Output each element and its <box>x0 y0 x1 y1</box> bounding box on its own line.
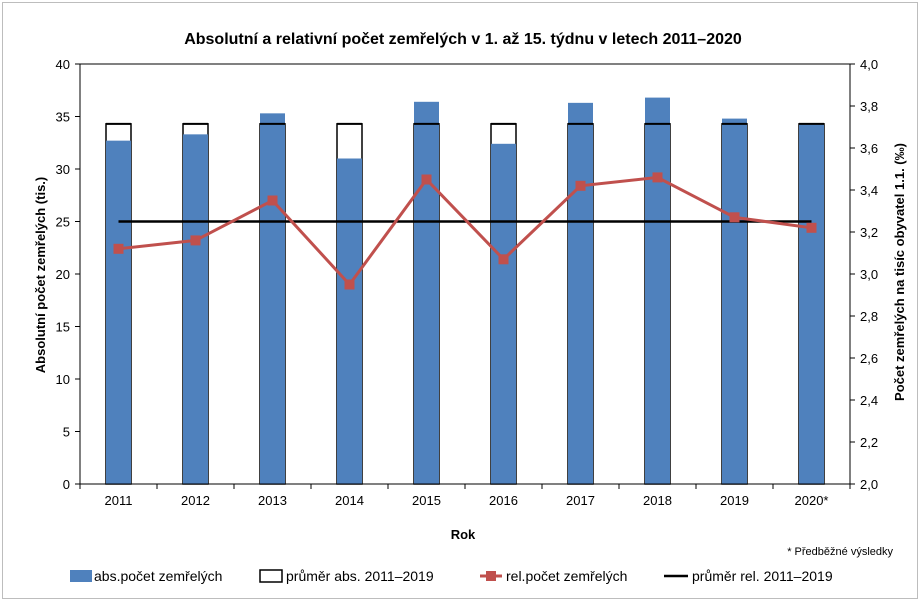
rel-series-line <box>118 175 812 287</box>
x-tick-label: 2018 <box>643 493 672 508</box>
y2-tick-label: 2,4 <box>860 393 878 408</box>
y-tick-label: 25 <box>56 215 70 230</box>
chart-title: Absolutní a relativní počet zemřelých v … <box>184 31 742 48</box>
y-tick-label: 0 <box>63 477 70 492</box>
rel-point <box>575 180 586 191</box>
x-tick-label: 2011 <box>105 493 133 508</box>
y-tick-label: 15 <box>56 320 70 335</box>
x-tick-label: 2014 <box>335 493 364 508</box>
footnote: * Předběžné výsledky <box>787 546 893 558</box>
rel-point <box>267 195 278 206</box>
y2-tick-label: 3,6 <box>860 141 878 156</box>
y2-axis-title: Počet zemřelých na tisíc obyvatel 1.1. (… <box>892 143 907 401</box>
x-tick-label: 2019 <box>720 493 749 508</box>
abs-bar <box>491 143 516 485</box>
y-tick-label: 40 <box>56 57 70 72</box>
legend-label-rel-avg: průměr rel. 2011–2019 <box>692 568 833 584</box>
abs-bar <box>183 134 208 484</box>
rel-point <box>806 222 817 233</box>
x-tick-label: 2013 <box>258 493 287 508</box>
rel-point <box>421 174 432 185</box>
y-tick-label: 10 <box>56 372 70 387</box>
y2-tick-label: 3,4 <box>860 183 878 198</box>
y-tick-label: 30 <box>56 162 70 177</box>
legend-label-abs: abs.počet zemřelých <box>94 568 222 584</box>
legend-label-rel: rel.počet zemřelých <box>506 568 627 584</box>
rel-point <box>729 212 740 223</box>
rel-point <box>190 235 201 246</box>
legend-swatch-avg-abs <box>259 569 283 583</box>
abs-bar <box>722 118 747 484</box>
rel-point <box>652 172 663 183</box>
x-axis-title: Rok <box>451 527 476 542</box>
plot-area <box>105 97 825 485</box>
abs-bar <box>645 97 670 484</box>
y2-tick-label: 2,0 <box>860 477 878 492</box>
rel-point <box>113 243 124 254</box>
x-tick-label: 2012 <box>181 493 210 508</box>
abs-bar <box>799 123 824 484</box>
y2-tick-label: 3,8 <box>860 99 878 114</box>
legend-label-avg-abs: průměr abs. 2011–2019 <box>286 568 434 584</box>
legend-swatch-abs <box>70 570 92 582</box>
y2-tick-label: 2,8 <box>860 309 878 324</box>
x-tick-label: 2016 <box>489 493 518 508</box>
abs-bar <box>260 113 285 484</box>
axes: 0 5 10 15 20 25 30 35 40 2,0 2,2 2,4 2,6 2,8 3,0 3,2 3,4… <box>56 57 879 508</box>
y2-tick-label: 3,2 <box>860 225 878 240</box>
y2-tick-label: 2,2 <box>860 435 878 450</box>
abs-bar <box>568 102 593 484</box>
y-tick-label: 5 <box>63 425 70 440</box>
legend-swatch-rel-marker <box>486 571 496 581</box>
x-tick-label: 2017 <box>566 493 595 508</box>
y-axis-title: Absolutní počet zemřelých (tis.) <box>33 177 48 373</box>
y2-tick-label: 2,6 <box>860 351 878 366</box>
x-tick-label: 2015 <box>412 493 441 508</box>
abs-bar <box>414 101 439 485</box>
rel-point <box>498 254 509 265</box>
abs-bar <box>337 158 362 484</box>
y-tick-label: 20 <box>56 267 70 282</box>
abs-bar <box>106 140 131 484</box>
legend: abs.počet zemřelých průměr abs. 2011–2019… <box>70 568 833 584</box>
y2-tick-label: 3,0 <box>860 267 878 282</box>
x-tick-label: 2020* <box>795 493 829 508</box>
y-tick-label: 35 <box>56 110 70 125</box>
y2-tick-label: 4,0 <box>860 57 878 72</box>
rel-point <box>344 279 355 290</box>
